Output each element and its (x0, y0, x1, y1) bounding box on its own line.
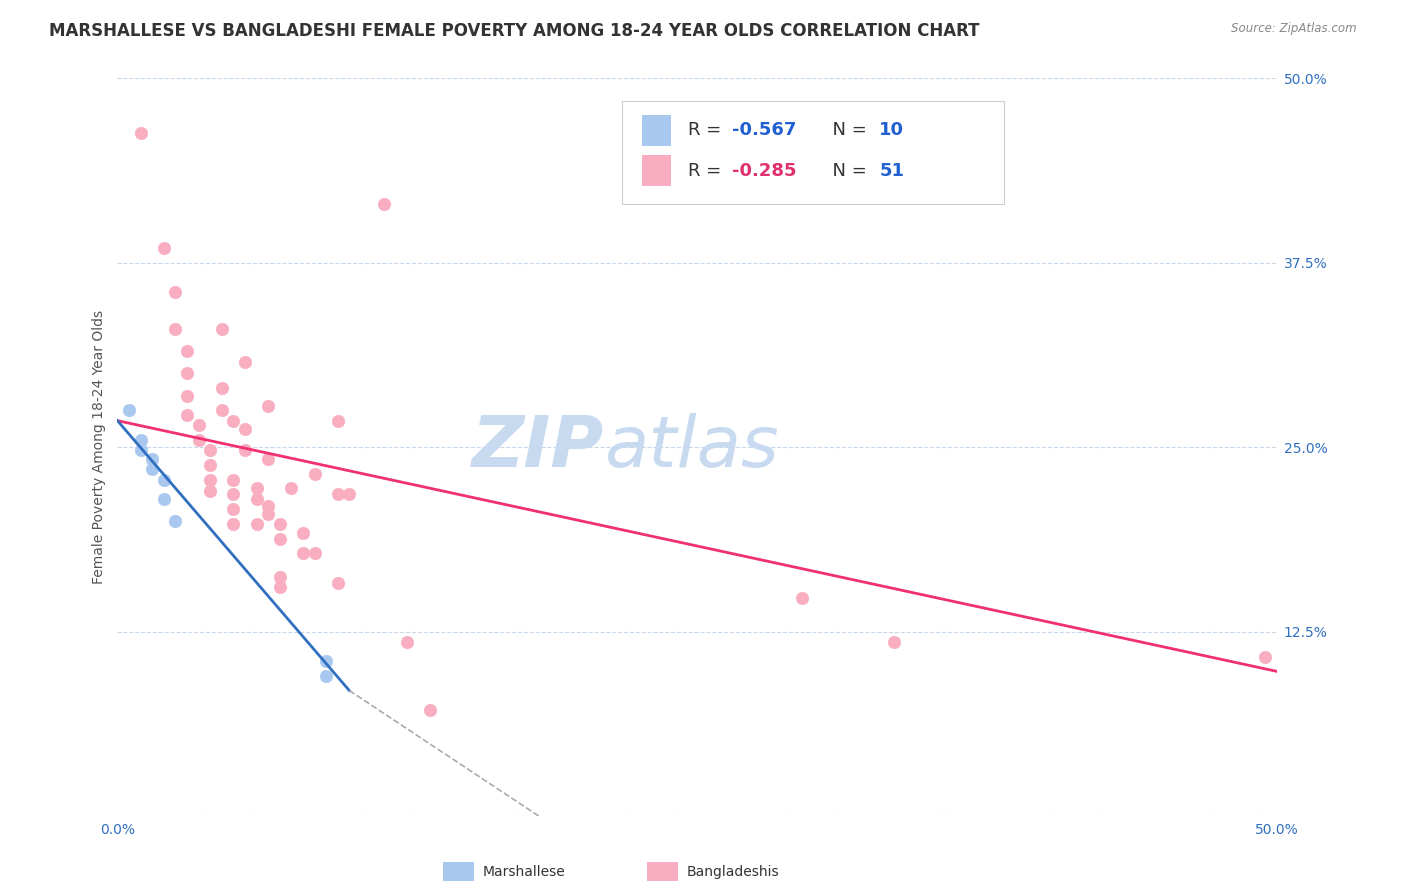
Text: 51: 51 (879, 161, 904, 179)
Point (222, 502, 245, 516)
Point (129, 433, 152, 447)
Point (291, 525, 314, 540)
Point (211, 381, 233, 395)
Point (233, 354, 256, 368)
FancyBboxPatch shape (641, 155, 671, 186)
Point (257, 499, 280, 513)
Point (153, 491, 176, 506)
Point (315, 669, 337, 683)
Point (326, 575, 349, 590)
Point (245, 491, 267, 506)
Text: Bangladeshis: Bangladeshis (686, 865, 779, 880)
Point (165, 285, 187, 300)
Point (257, 399, 280, 413)
Point (222, 516, 245, 531)
Point (222, 473, 245, 487)
FancyBboxPatch shape (641, 114, 671, 145)
Point (337, 487, 360, 501)
Point (373, 197, 395, 211)
Point (233, 423, 256, 437)
Point (315, 654, 337, 668)
Text: ZIP: ZIP (472, 413, 605, 482)
Y-axis label: Female Poverty Among 18-24 Year Olds: Female Poverty Among 18-24 Year Olds (93, 310, 107, 584)
Point (304, 546, 326, 560)
Point (200, 443, 222, 458)
Point (326, 414, 349, 428)
Point (153, 241, 176, 255)
Point (176, 367, 198, 381)
Point (118, 403, 141, 417)
Point (280, 482, 302, 496)
Point (222, 487, 245, 501)
Text: N =: N = (821, 121, 873, 139)
Point (233, 443, 256, 458)
Text: atlas: atlas (605, 413, 779, 482)
Point (141, 452, 163, 467)
Point (200, 458, 222, 472)
Point (419, 703, 441, 717)
Point (269, 516, 291, 531)
Point (176, 388, 198, 402)
Point (129, 126, 152, 140)
Point (245, 482, 267, 496)
Point (257, 452, 280, 467)
Point (245, 516, 267, 531)
Point (269, 570, 291, 584)
Point (1254, 649, 1277, 664)
Point (165, 322, 187, 336)
Point (304, 467, 326, 481)
Text: Marshallese: Marshallese (482, 865, 565, 880)
Point (187, 418, 209, 433)
Point (187, 433, 209, 447)
FancyBboxPatch shape (621, 101, 1004, 204)
Text: Source: ZipAtlas.com: Source: ZipAtlas.com (1232, 22, 1357, 36)
Text: -0.285: -0.285 (733, 161, 796, 179)
Point (200, 484, 222, 499)
Point (222, 414, 245, 428)
Point (257, 507, 280, 521)
Point (269, 532, 291, 546)
Point (176, 344, 198, 359)
Point (326, 487, 349, 501)
Point (200, 473, 222, 487)
Point (396, 635, 419, 649)
Text: R =: R = (688, 121, 727, 139)
Point (291, 546, 314, 560)
Text: R =: R = (688, 161, 727, 179)
Point (883, 635, 905, 649)
Text: 10: 10 (879, 121, 904, 139)
Text: MARSHALLESE VS BANGLADESHI FEMALE POVERTY AMONG 18-24 YEAR OLDS CORRELATION CHAR: MARSHALLESE VS BANGLADESHI FEMALE POVERT… (49, 22, 980, 40)
Point (165, 514, 187, 528)
Point (176, 408, 198, 422)
Point (141, 462, 163, 476)
Point (269, 580, 291, 594)
Text: N =: N = (821, 161, 873, 179)
Point (153, 473, 176, 487)
Point (211, 403, 233, 417)
Point (129, 443, 152, 458)
Point (211, 322, 233, 336)
Point (790, 591, 813, 605)
Text: -0.567: -0.567 (733, 121, 796, 139)
